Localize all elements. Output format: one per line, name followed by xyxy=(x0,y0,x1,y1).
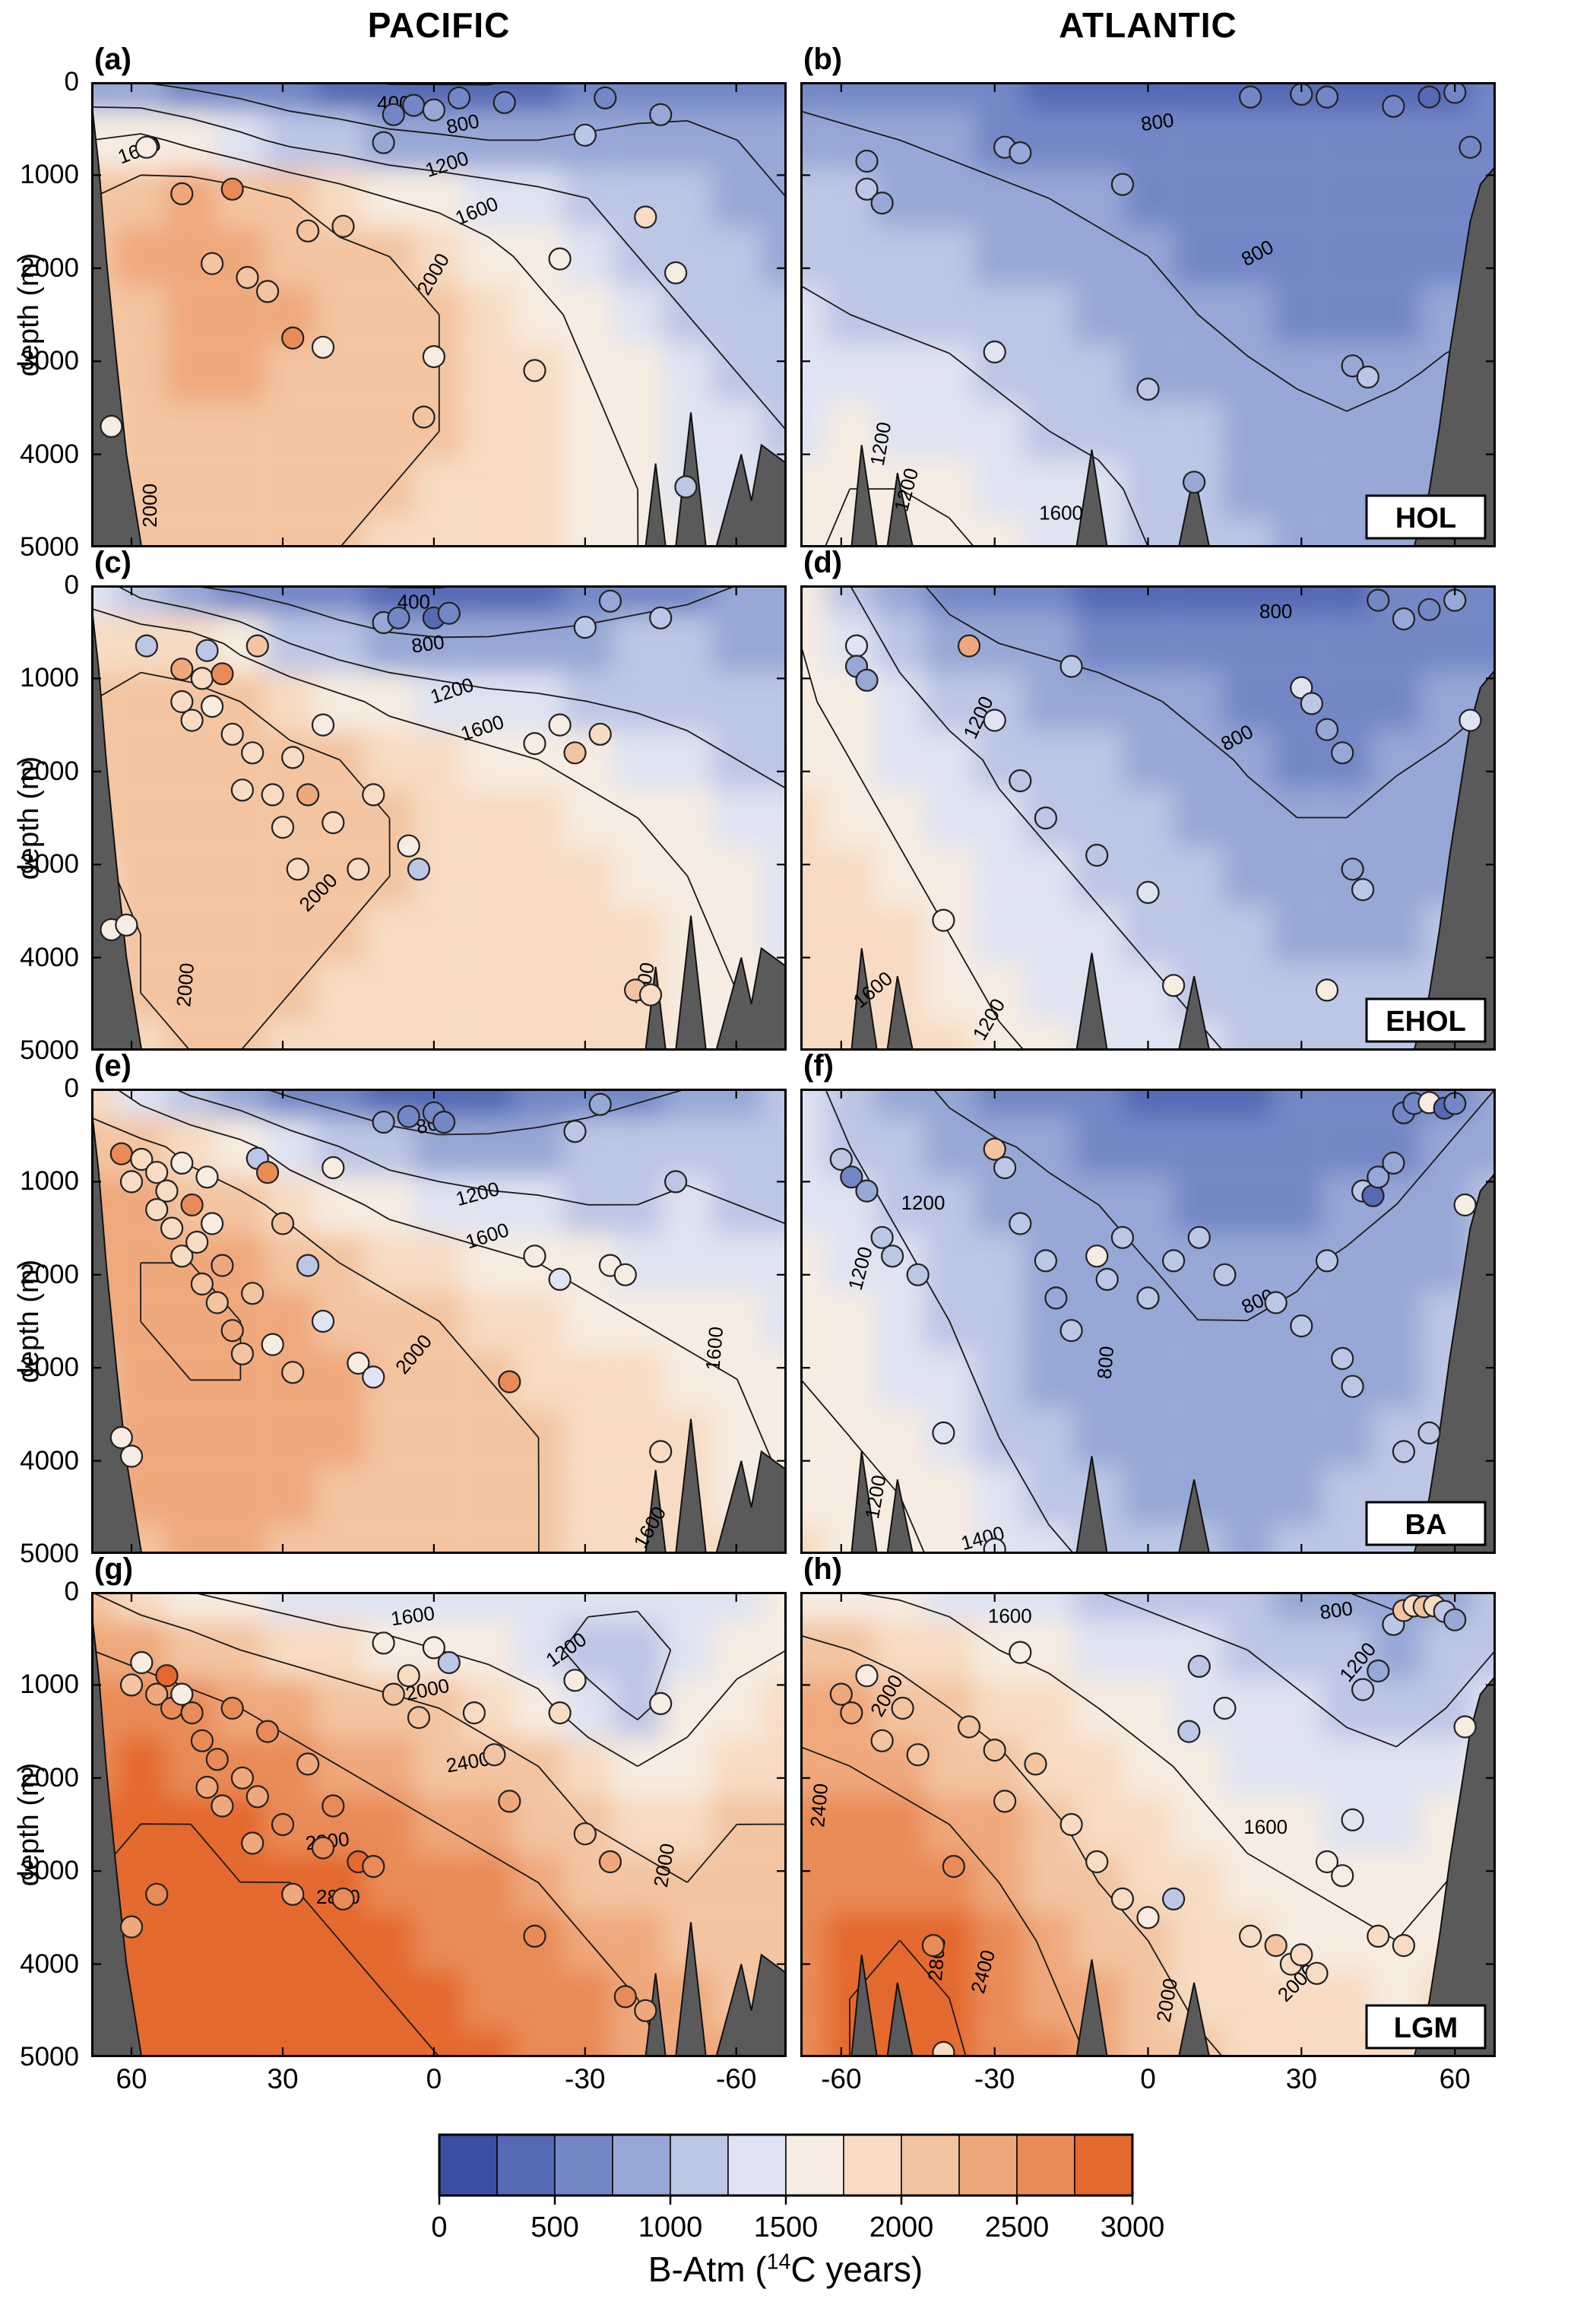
panel-c-plot: 40080012001600200020001600 xyxy=(91,585,787,1051)
panel-a-plot: 16004008001200160020002000 xyxy=(91,82,787,547)
svg-text:LGM: LGM xyxy=(1394,2012,1458,2044)
depth-tick-label: 5000 xyxy=(20,1539,79,1568)
panel-f-letter: (f) xyxy=(803,1049,834,1083)
svg-text:1600: 1600 xyxy=(1243,1815,1288,1838)
colorbar-title-post: C years) xyxy=(790,2249,923,2289)
svg-text:0: 0 xyxy=(431,2211,447,2243)
depth-tick-label: 4000 xyxy=(20,1948,79,1979)
depth-axis-label: depth (m) xyxy=(13,1762,45,1887)
svg-text:2400: 2400 xyxy=(806,1783,832,1828)
depth-tick-label: 0 xyxy=(64,67,79,97)
depth-tick-label: 0 xyxy=(64,1577,79,1606)
svg-text:800: 800 xyxy=(1139,108,1175,135)
svg-text:EHOL: EHOL xyxy=(1386,1006,1466,1038)
depth-tick-label: 3000 xyxy=(20,1856,79,1886)
depth-tick-label: 4000 xyxy=(20,942,79,972)
latitude-tick-label: 30 xyxy=(1285,2063,1317,2094)
colorbar-title: B-Atm (14C years) xyxy=(0,2249,1571,2290)
panel-d-letter: (d) xyxy=(803,546,843,579)
latitude-tick-label: -30 xyxy=(974,2063,1015,2094)
depth-tick-label: 5000 xyxy=(20,2042,79,2072)
svg-text:800: 800 xyxy=(1093,1345,1119,1380)
latitude-tick-label: 60 xyxy=(1439,2063,1471,2094)
depth-tick-label: 2000 xyxy=(20,756,79,786)
panel-e-plot: 80012001600160020001600 xyxy=(91,1089,787,1554)
latitude-tick-label: 60 xyxy=(116,2063,147,2094)
svg-text:1500: 1500 xyxy=(754,2211,819,2243)
depth-tick-label: 3000 xyxy=(20,1352,79,1383)
colorbar-title-sup: 14 xyxy=(766,2249,791,2275)
latitude-tick-label: 0 xyxy=(426,2063,442,2094)
depth-tick-label: 1000 xyxy=(20,160,79,190)
svg-text:3000: 3000 xyxy=(1101,2211,1165,2243)
colorbar: 0 500 1000 1500 2000 2500 3000 xyxy=(398,2129,1173,2246)
depth-tick-label: 2000 xyxy=(20,1259,79,1289)
svg-text:HOL: HOL xyxy=(1395,503,1456,534)
depth-tick-label: 0 xyxy=(64,570,79,600)
svg-text:1200: 1200 xyxy=(901,1191,945,1214)
depth-tick-label: 1000 xyxy=(20,1669,79,1700)
svg-text:800: 800 xyxy=(1319,1596,1354,1624)
panel-h-letter: (h) xyxy=(803,1552,843,1586)
svg-text:1000: 1000 xyxy=(638,2211,703,2243)
svg-text:1600: 1600 xyxy=(1039,501,1083,524)
latitude-tick-label: -60 xyxy=(715,2063,757,2094)
depth-axis-label: depth (m) xyxy=(13,756,45,880)
depth-tick-label: 3000 xyxy=(20,346,79,376)
svg-text:BA: BA xyxy=(1405,1509,1447,1541)
depth-tick-label: 2000 xyxy=(20,1762,79,1793)
depth-axis-label: depth (m) xyxy=(13,252,45,377)
panel-e-letter: (e) xyxy=(94,1049,131,1083)
svg-text:2000: 2000 xyxy=(869,2211,934,2243)
panel-g-plot: 1600120020002400280028002000 xyxy=(91,1592,787,2057)
depth-tick-label: 3000 xyxy=(20,849,79,880)
depth-tick-label: 4000 xyxy=(20,1445,79,1476)
depth-tick-label: 4000 xyxy=(20,439,79,469)
latitude-tick-label: -30 xyxy=(565,2063,606,2094)
depth-tick-label: 1000 xyxy=(20,663,79,693)
column-header-pacific: PACIFIC xyxy=(367,5,511,45)
panel-b-letter: (b) xyxy=(803,43,843,76)
depth-axis-label: depth (m) xyxy=(13,1259,45,1384)
depth-tick-label: 5000 xyxy=(20,1035,79,1065)
svg-text:1600: 1600 xyxy=(701,1326,727,1371)
svg-text:2000: 2000 xyxy=(172,962,198,1007)
panel-c-letter: (c) xyxy=(94,546,131,579)
column-header-atlantic: ATLANTIC xyxy=(1059,5,1237,45)
depth-tick-label: 0 xyxy=(64,1073,79,1103)
latitude-tick-label: 30 xyxy=(267,2063,299,2094)
svg-text:1600: 1600 xyxy=(988,1604,1032,1627)
depth-tick-label: 5000 xyxy=(20,532,79,562)
latitude-tick-label: 0 xyxy=(1140,2063,1156,2094)
depth-tick-label: 1000 xyxy=(20,1166,79,1197)
panel-g-letter: (g) xyxy=(94,1552,134,1586)
depth-tick-label: 2000 xyxy=(20,252,79,283)
colorbar-title-pre: B-Atm ( xyxy=(648,2249,767,2289)
svg-text:500: 500 xyxy=(531,2211,578,2243)
svg-text:2500: 2500 xyxy=(985,2211,1050,2243)
panel-a-letter: (a) xyxy=(94,43,131,76)
latitude-tick-label: -60 xyxy=(821,2063,862,2094)
svg-text:800: 800 xyxy=(1259,600,1292,623)
svg-text:2000: 2000 xyxy=(138,484,161,528)
svg-text:800: 800 xyxy=(410,630,445,658)
